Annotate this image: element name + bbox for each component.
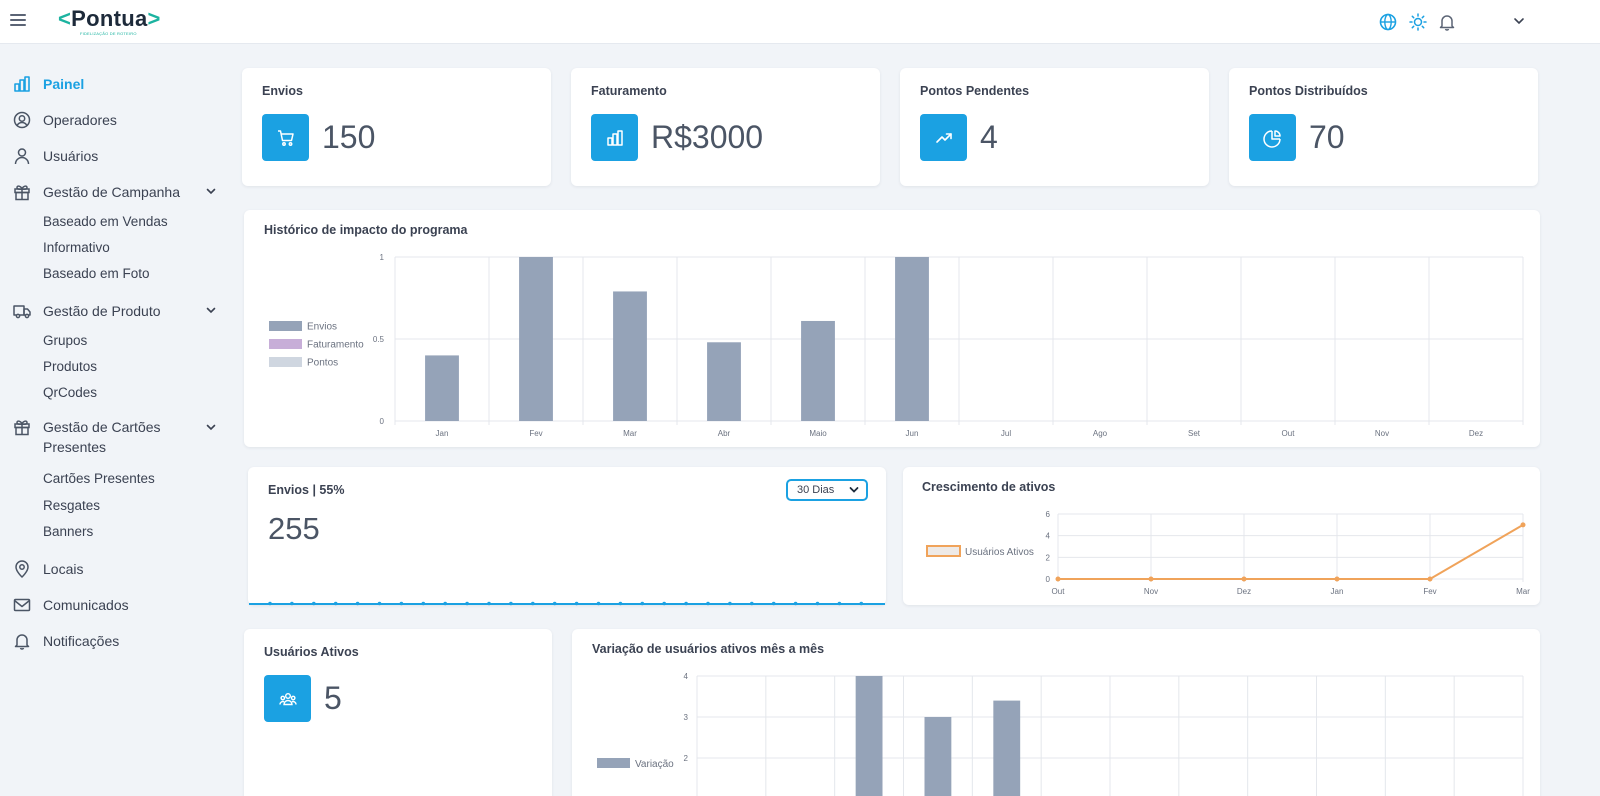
envios-title: Envios | 55% (268, 483, 345, 497)
logo[interactable]: <Pontua> FIDELIZAÇÃO DE ROTEIRO (58, 4, 178, 38)
bell-icon (14, 634, 30, 650)
users-icon (264, 675, 311, 722)
sun-icon[interactable] (1408, 12, 1428, 32)
chevron-down-icon[interactable] (205, 304, 217, 316)
stat-title: Usuários Ativos (264, 645, 359, 659)
pie-chart-icon (1249, 114, 1296, 161)
stat-title: Faturamento (591, 84, 667, 98)
sidebar: Painel Operadores Usuários Gestão de Cam… (0, 45, 232, 796)
sidebar-item-label: Operadores (43, 112, 117, 128)
chart-title: Variação de usuários ativos mês a mês (592, 642, 825, 656)
sidebar-subitem-informativo[interactable]: Informativo (43, 240, 110, 255)
map-pin-icon (15, 560, 29, 579)
sidebar-item-label: Usuários (43, 148, 99, 164)
stat-title: Pontos Distribuídos (1249, 84, 1368, 98)
sidebar-item-label: Locais (43, 561, 84, 577)
sidebar-subitem-resgates[interactable]: Resgates (43, 498, 101, 513)
cart-icon (262, 114, 309, 161)
sidebar-item-notificacoes[interactable]: Notificações (12, 628, 222, 654)
stat-value: 150 (322, 119, 376, 155)
envios-value: 255 (268, 511, 320, 546)
sidebar-item-gestao-produto[interactable]: Gestão de Produto (12, 298, 222, 324)
chart-title: Crescimento de ativos (922, 480, 1056, 494)
historico-chart-card: Histórico de impacto do programa (244, 210, 1540, 447)
envios-card: Envios | 55% 255 (248, 467, 886, 605)
top-bar: <Pontua> FIDELIZAÇÃO DE ROTEIRO (0, 0, 1600, 44)
chevron-down-icon[interactable] (1512, 14, 1526, 28)
bar-chart-icon (591, 114, 638, 161)
logo-subtext: FIDELIZAÇÃO DE ROTEIRO (80, 31, 137, 36)
sidebar-item-label: Gestão de Cartões Presentes (43, 419, 161, 455)
stat-value: R$3000 (651, 119, 764, 155)
sidebar-item-label: Gestão de Produto (43, 303, 161, 319)
bar-chart-icon (14, 76, 30, 92)
chart-title: Histórico de impacto do programa (264, 223, 468, 237)
sidebar-item-label: Notificações (43, 633, 120, 649)
stat-card-pontos-distribuidos: Pontos Distribuídos 70 (1229, 68, 1538, 186)
sidebar-item-label: Painel (43, 76, 85, 92)
globe-icon[interactable] (1378, 12, 1398, 32)
sidebar-item-label: Comunicados (43, 597, 129, 613)
usuarios-ativos-card: Usuários Ativos 5 (244, 629, 552, 796)
sidebar-subitem-qrcodes[interactable]: QrCodes (43, 385, 98, 400)
gift-icon (14, 420, 30, 436)
chevron-down-icon (849, 487, 859, 493)
sidebar-item-usuarios[interactable]: Usuários (12, 143, 222, 169)
stat-value: 5 (324, 680, 342, 716)
sidebar-subitem-banners[interactable]: Banners (43, 524, 94, 539)
sidebar-subitem-baseado-vendas[interactable]: Baseado em Vendas (43, 214, 168, 229)
stat-card-pontos-pendentes: Pontos Pendentes 4 (900, 68, 1209, 186)
stat-title: Envios (262, 84, 303, 98)
period-select-value: 30 Dias (797, 484, 835, 496)
sidebar-item-comunicados[interactable]: Comunicados (12, 592, 222, 618)
chevron-down-icon[interactable] (205, 421, 217, 433)
crescimento-chart-card: Crescimento de ativos (903, 467, 1540, 605)
trending-up-icon (920, 114, 967, 161)
stat-card-envios: Envios 150 (242, 68, 551, 186)
user-icon (14, 148, 30, 165)
stat-card-faturamento: Faturamento R$3000 (571, 68, 880, 186)
sidebar-item-label: Gestão de Campanha (43, 184, 180, 200)
sidebar-item-operadores[interactable]: Operadores (12, 107, 222, 133)
gift-icon (14, 185, 30, 201)
user-circle-icon (13, 111, 31, 129)
chevron-down-icon[interactable] (205, 185, 217, 197)
sidebar-subitem-cartoes-presentes[interactable]: Cartões Presentes (43, 471, 155, 486)
sidebar-item-gestao-cartoes[interactable]: Gestão de Cartões Presentes (12, 417, 222, 461)
stat-value: 70 (1309, 119, 1345, 155)
sidebar-item-painel[interactable]: Painel (12, 71, 222, 97)
truck-icon (13, 305, 31, 319)
sidebar-subitem-produtos[interactable]: Produtos (43, 359, 98, 374)
sidebar-item-gestao-campanha[interactable]: Gestão de Campanha (12, 179, 222, 205)
variacao-chart-card: Variação de usuários ativos mês a mês (572, 629, 1540, 796)
logo-text: <Pontua> (58, 6, 161, 31)
mail-icon (13, 598, 31, 612)
period-select[interactable]: 30 Dias (786, 479, 868, 501)
sidebar-item-locais[interactable]: Locais (12, 556, 222, 582)
menu-icon[interactable] (10, 14, 26, 26)
bell-icon[interactable] (1437, 12, 1457, 32)
sidebar-subitem-baseado-foto[interactable]: Baseado em Foto (43, 266, 150, 281)
sidebar-subitem-grupos[interactable]: Grupos (43, 333, 88, 348)
stat-title: Pontos Pendentes (920, 84, 1030, 98)
stat-value: 4 (980, 119, 998, 155)
